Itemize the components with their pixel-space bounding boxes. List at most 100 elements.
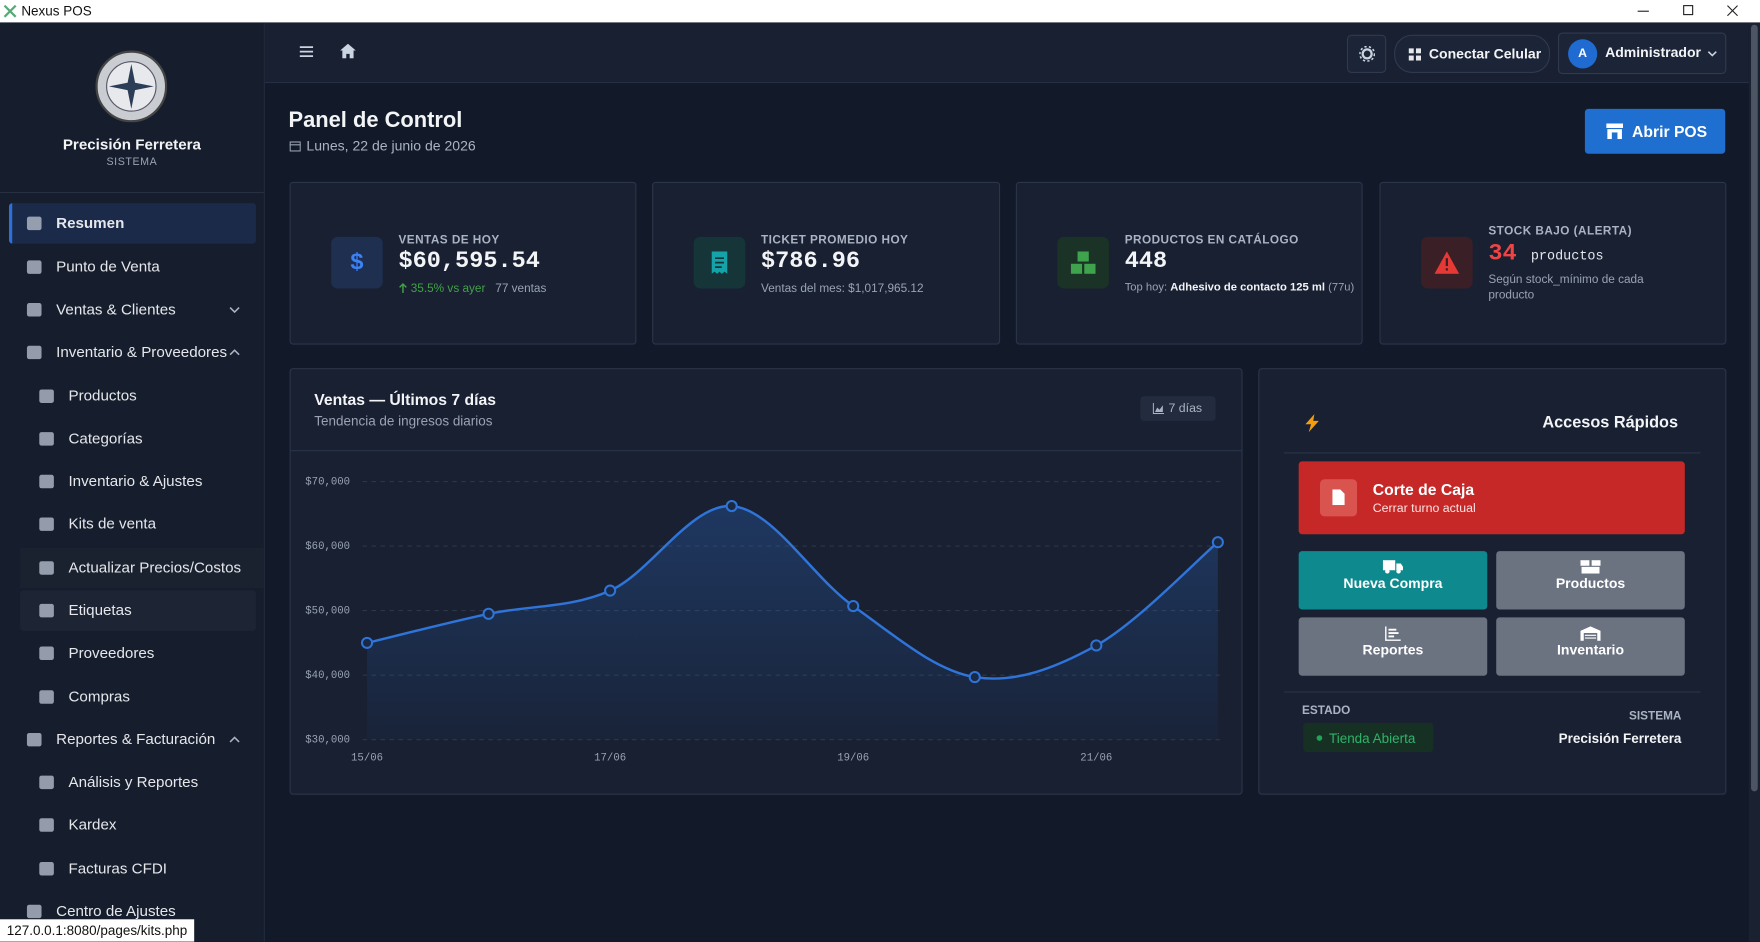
card-label: TICKET PROMEDIO HOY [761, 233, 909, 247]
user-menu[interactable]: A Administrador [1557, 32, 1727, 75]
bolt-icon [1305, 414, 1319, 433]
card-value: $786.96 [761, 249, 861, 276]
menu-label: Análisis y Reportes [68, 773, 199, 791]
menu-item[interactable]: Categorías [0, 419, 264, 459]
card-note: Ventas del mes: $1,017,965.12 [761, 281, 924, 296]
theme-button[interactable] [1346, 34, 1387, 73]
point [1090, 639, 1103, 652]
stat-card: PRODUCTOS EN CATÁLOGO 448 Top hoy: Adhes… [1015, 181, 1363, 345]
menu-label: Kits de venta [68, 515, 157, 533]
menu-icon [39, 775, 54, 790]
area [367, 505, 1218, 740]
range-label: 7 días [1168, 401, 1203, 416]
menu-icon [39, 690, 54, 704]
menu-item[interactable]: Proveedores [0, 633, 264, 673]
menu-icon [26, 303, 42, 317]
point [360, 636, 374, 649]
home-button[interactable] [340, 43, 356, 59]
brand-name: Precisión Ferretera [62, 135, 201, 153]
menu-item[interactable]: Etiquetas [20, 590, 256, 631]
cash-cut-button[interactable]: Corte de Caja Cerrar turno actual [1298, 461, 1685, 535]
system-label: SISTEMA [1629, 709, 1682, 723]
line [366, 504, 1219, 680]
menu-icon [26, 260, 42, 274]
menu-label: Ventas & Clientes [56, 300, 176, 318]
note-prefix: Top hoy: [1124, 281, 1168, 295]
stat-card: TICKET PROMEDIO HOY $786.96 Ventas del m… [652, 181, 1001, 345]
menu-item[interactable]: Inventario & Proveedores [0, 332, 264, 372]
menu-icon [39, 432, 54, 446]
chart-title: Ventas — Últimos 7 días [314, 390, 496, 409]
menu-item[interactable]: Punto de Venta [0, 247, 264, 287]
quick-button[interactable]: Nueva Compra [1298, 551, 1488, 610]
card-value: $60,595.54 [398, 249, 540, 276]
topbar: Conectar Celular A Administrador [264, 22, 1749, 84]
card-note: 35.5% vs ayer 77 ventas [398, 282, 546, 295]
menu-item[interactable]: Centro de Ajustes [0, 891, 264, 931]
divider [0, 191, 264, 194]
quick-button[interactable]: Inventario [1496, 617, 1685, 676]
menu-item[interactable]: Kardex [0, 805, 264, 845]
menu-label: Productos [68, 387, 137, 405]
menu-label: Compras [68, 688, 130, 705]
y-tick-label: $50,000 [305, 605, 350, 617]
menu-item[interactable]: Kits de venta [0, 504, 264, 544]
window-controls[interactable] [1628, 0, 1760, 22]
note-suffix: (77u) [1328, 281, 1355, 295]
quick-button[interactable]: Reportes [1298, 617, 1488, 676]
menu-item[interactable]: Ventas & Clientes [0, 290, 264, 330]
range-badge[interactable]: 7 días [1140, 396, 1216, 421]
low-stock-count: 34 [1488, 241, 1517, 268]
card-label: PRODUCTOS EN CATÁLOGO [1124, 233, 1299, 247]
menu-item[interactable]: Facturas CFDI [0, 849, 264, 889]
point [1211, 536, 1224, 549]
menu-label: Reportes & Facturación [56, 730, 216, 748]
point [482, 607, 495, 620]
point [725, 499, 738, 513]
avatar: A [1568, 39, 1598, 69]
x-tick-label: 21/06 [1080, 752, 1112, 764]
open-pos-button[interactable]: Abrir POS [1584, 108, 1726, 154]
quick-button[interactable]: Productos [1496, 551, 1685, 610]
stat-card: $ VENTAS DE HOY $60,595.54 35.5% vs ayer… [289, 181, 637, 345]
y-tick-label: $30,000 [305, 735, 350, 747]
menu-icon [26, 216, 42, 231]
menu-icon [39, 603, 54, 618]
quick-button-label: Nueva Compra [1343, 575, 1443, 592]
menu-label: Inventario & Ajustes [68, 472, 203, 490]
divider [1284, 691, 1701, 693]
menu-item[interactable]: Reportes & Facturación [0, 719, 264, 759]
menu-icon [39, 646, 54, 661]
menu-item[interactable]: Productos [0, 376, 264, 416]
quick-access-title: Accesos Rápidos [1542, 414, 1679, 433]
connect-phone-button[interactable]: Conectar Celular [1394, 34, 1551, 73]
point [847, 600, 860, 613]
x-tick-label: 17/06 [594, 752, 626, 764]
menu-label: Punto de Venta [56, 258, 160, 276]
status-text: Tienda Abierta [1328, 730, 1416, 747]
user-name: Administrador [1605, 44, 1702, 61]
menu-item[interactable]: Actualizar Precios/Costos [20, 547, 264, 589]
menu-item[interactable]: Compras [0, 677, 264, 717]
divider [1284, 452, 1701, 454]
scrollbar[interactable] [1748, 22, 1760, 942]
menu-icon [39, 561, 54, 575]
app-icon [3, 4, 17, 18]
connect-phone-label: Conectar Celular [1428, 46, 1542, 62]
stat-card: STOCK BAJO (ALERTA) 34 productos Según s… [1379, 181, 1727, 345]
menu-toggle[interactable] [299, 45, 314, 58]
chart-subtitle: Tendencia de ingresos diarios [314, 413, 493, 429]
menu-item[interactable]: Resumen [8, 203, 256, 244]
menu-item[interactable]: Análisis y Reportes [0, 762, 264, 802]
menu-item[interactable]: Inventario & Ajustes [0, 461, 264, 501]
card-label: STOCK BAJO (ALERTA) [1488, 224, 1633, 238]
card-change: 35.5% vs ayer [410, 281, 486, 296]
status-label: ESTADO [1302, 703, 1351, 718]
card-note: Según stock_mínimo de cada producto [1488, 272, 1644, 302]
cash-cut-subtitle: Cerrar turno actual [1372, 501, 1476, 516]
card-note: Top hoy: Adhesivo de contacto 125 ml (77… [1125, 282, 1355, 294]
point [604, 584, 617, 597]
card-value: 34 productos [1488, 241, 1603, 267]
